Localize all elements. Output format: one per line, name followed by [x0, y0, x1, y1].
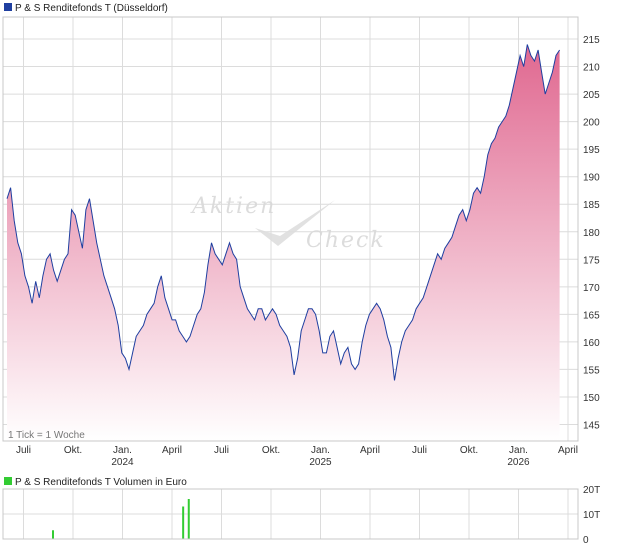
x-tick-label: Jan.	[113, 445, 132, 456]
x-tick-label: April	[558, 445, 578, 456]
x-tick-label: Jan.	[311, 445, 330, 456]
watermark-word-1: Aktien	[190, 194, 276, 219]
x-tick-label: April	[360, 445, 380, 456]
price-y-axis: 145 150 155 160 165 170 175 180 185 190 195 200 205 2…	[583, 35, 600, 431]
price-y-tick-label: 145	[583, 420, 600, 431]
x-tick-label: Okt.	[64, 445, 82, 456]
price-y-tick-label: 210	[583, 63, 600, 74]
x-tick-year-label: 2026	[507, 457, 530, 468]
price-y-tick-label: 185	[583, 200, 600, 211]
price-y-tick-label: 190	[583, 173, 600, 184]
volume-gridlines	[3, 488, 578, 540]
volume-bar	[182, 506, 185, 539]
volume-bars	[52, 499, 190, 539]
price-y-tick-label: 160	[583, 338, 600, 349]
volume-y-axis: 0 10T 20T	[583, 485, 600, 546]
price-y-tick-label: 195	[583, 145, 600, 156]
x-tick-label: Jan.	[509, 445, 528, 456]
price-y-tick-label: 170	[583, 283, 600, 294]
volume-bar	[52, 530, 55, 539]
volume-chart-title: P & S Renditefonds T Volumen in Euro	[15, 477, 187, 488]
price-y-tick-label: 200	[583, 118, 600, 129]
x-tick-label: Juli	[16, 445, 31, 456]
price-y-tick-label: 180	[583, 228, 600, 239]
price-y-tick-label: 205	[583, 90, 600, 101]
price-y-tick-label: 175	[583, 255, 600, 266]
volume-bar	[187, 499, 190, 539]
tick-interval-note: 1 Tick = 1 Woche	[8, 430, 85, 441]
price-plot-frame	[2, 16, 579, 442]
volume-y-tick-label: 0	[583, 535, 589, 546]
watermark: Aktien Check	[190, 194, 386, 253]
price-y-tick-label: 215	[583, 35, 600, 46]
price-y-tick-label: 150	[583, 393, 600, 404]
volume-y-tick-label: 20T	[583, 485, 600, 496]
price-line	[6, 44, 561, 381]
price-area	[7, 44, 560, 441]
x-tick-year-label: 2025	[309, 457, 332, 468]
x-tick-label: Juli	[214, 445, 229, 456]
price-chart-title: P & S Renditefonds T (Düsseldorf)	[15, 3, 168, 14]
volume-legend-swatch	[4, 477, 12, 485]
price-y-tick-label: 165	[583, 310, 600, 321]
x-tick-label: April	[162, 445, 182, 456]
checkmark-logo-icon	[255, 200, 335, 246]
x-tick-label: Okt.	[262, 445, 280, 456]
volume-plot-frame	[2, 488, 579, 540]
price-y-tick-label: 155	[583, 365, 600, 376]
watermark-word-2: Check	[306, 228, 386, 253]
volume-y-tick-label: 10T	[583, 510, 600, 521]
price-legend-swatch	[4, 3, 12, 11]
x-tick-label: Okt.	[460, 445, 478, 456]
x-tick-label: Juli	[412, 445, 427, 456]
x-tick-year-label: 2024	[111, 457, 134, 468]
